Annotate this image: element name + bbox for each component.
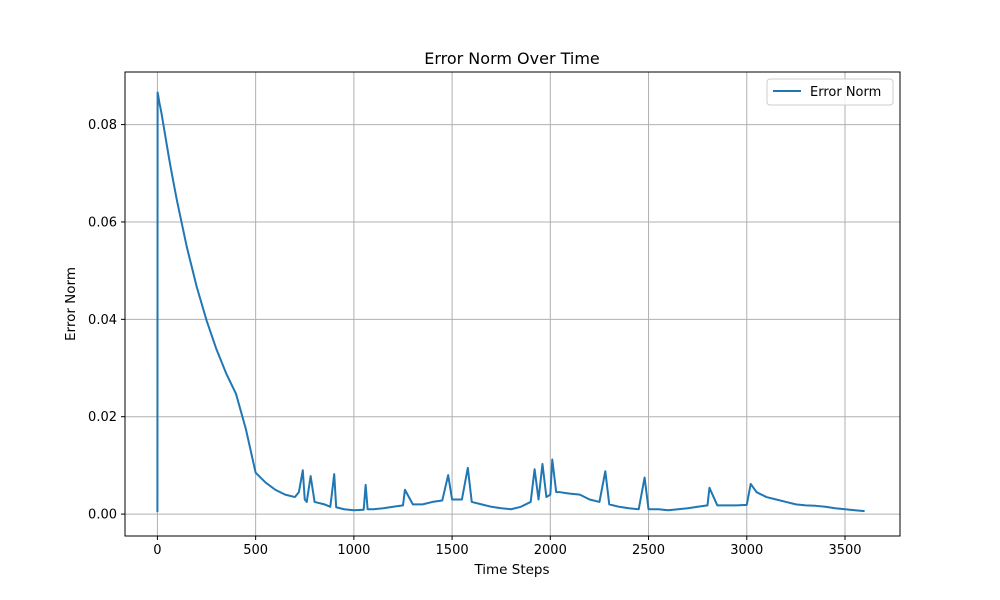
x-tick-label: 2000 [534,543,567,558]
chart-title: Error Norm Over Time [424,49,600,68]
series-layer [156,91,865,513]
x-axis-title: Time Steps [473,562,549,578]
y-axis-title: Error Norm [63,267,79,341]
y-tick-label: 0.02 [88,410,117,425]
x-tick-label: 3000 [730,543,763,558]
x-tick-label: 3500 [828,543,861,558]
y-tick-label: 0.06 [88,215,117,230]
x-tick-label: 500 [243,543,268,558]
plot-frame [124,71,901,537]
grid-lines [125,72,900,536]
legend: Error Norm [766,78,894,106]
y-tick-label: 0.08 [88,118,117,133]
x-axis-ticks: 0 500 1000 1500 2000 2500 3000 3500 [153,536,862,558]
x-tick-label: 2500 [632,543,665,558]
legend-box [766,78,894,106]
y-tick-label: 0.04 [88,313,117,328]
y-tick-label: 0.00 [88,508,117,523]
legend-label: Error Norm [810,85,881,100]
x-tick-label: 1500 [436,543,469,558]
series-line-error-norm [156,91,865,513]
x-tick-label: 0 [153,543,161,558]
y-axis-ticks: 0.00 0.02 0.04 0.06 0.08 [88,118,125,523]
x-tick-label: 1000 [337,543,370,558]
